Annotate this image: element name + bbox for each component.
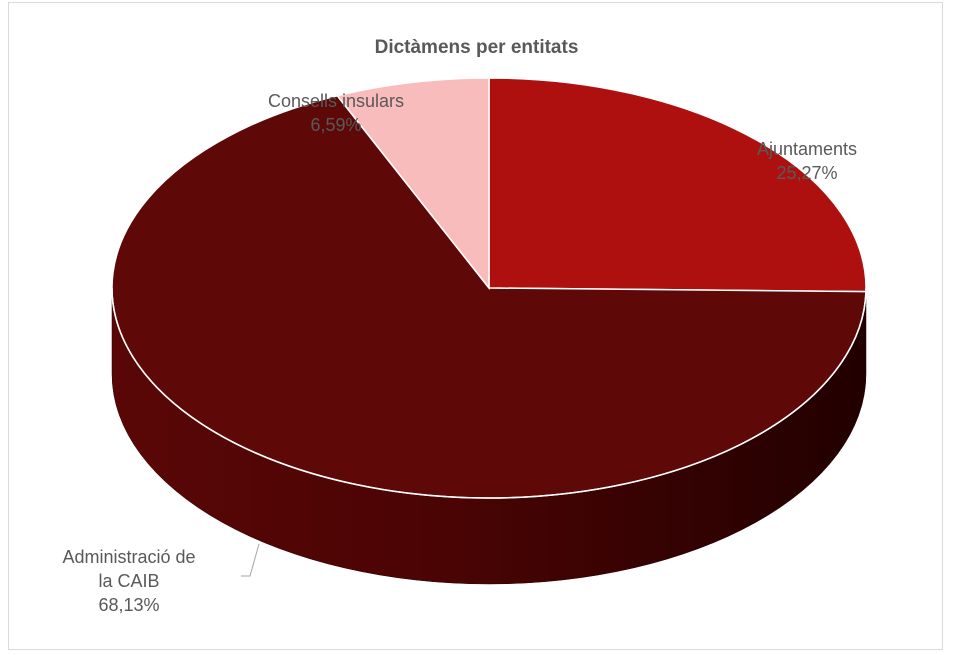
- pie-top-group: [111, 77, 867, 499]
- data-label-administracio-de-la-caib: Administració de la CAIB 68,13%: [62, 547, 195, 615]
- pie-slice-consells-insulars: [335, 77, 490, 291]
- data-label-ajuntaments: Ajuntaments 25,27%: [757, 139, 857, 183]
- chart-frame: Dictàmens per entitats Ajuntaments 25,27%…: [8, 2, 943, 650]
- leader-line-administracio-de-la-caib: [241, 543, 260, 577]
- chart-title: Dictàmens per entitats: [374, 37, 579, 58]
- pie-labels-group: Ajuntaments 25,27% Administració de la CAIB…: [62, 91, 857, 615]
- pie-chart: Ajuntaments 25,27% Administració de la CAIB…: [62, 77, 867, 615]
- pie-slice-ajuntaments: [488, 77, 867, 293]
- data-label-consells-insulars: Consells insulars 6,59%: [268, 91, 404, 135]
- pie-rim-edge: [111, 287, 867, 499]
